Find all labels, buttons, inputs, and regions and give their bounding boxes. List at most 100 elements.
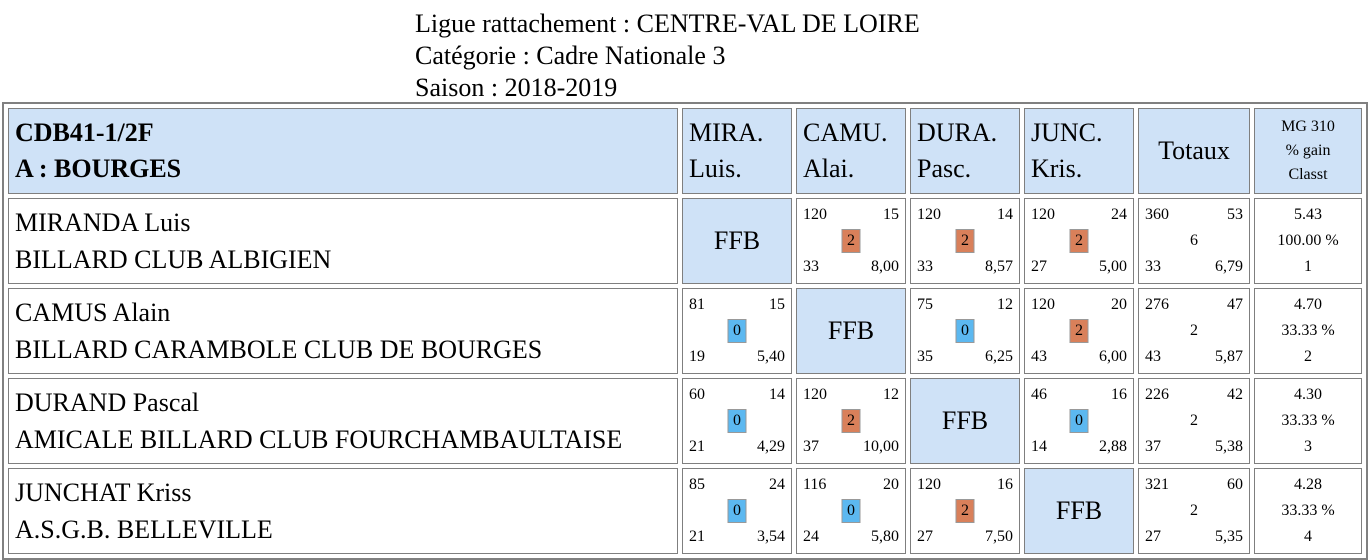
stats-cell: 4.28 33.33 % 4: [1254, 468, 1362, 554]
match-points-badge: 2: [1069, 229, 1089, 253]
player-cell: CAMUS Alain BILLARD CARAMBOLE CLUB DE BOU…: [8, 288, 678, 374]
mg-header: MG 310 % gain Classt: [1254, 108, 1362, 194]
match-points: 2: [955, 499, 975, 523]
result-box: 120 16 2 27 7,50: [911, 470, 1019, 552]
total-reprises: 27: [1145, 528, 1161, 545]
match-points-badge: 0: [955, 319, 975, 343]
total-serie: 53: [1227, 206, 1243, 223]
player-cell: JUNCHAT Kriss A.S.G.B. BELLEVILLE: [8, 468, 678, 554]
average-value: 5,00: [1099, 258, 1127, 275]
reprises-value: 19: [689, 348, 705, 365]
total-reprises: 37: [1145, 438, 1161, 455]
column-name: MIRA.: [689, 118, 764, 147]
player-row: JUNCHAT Kriss A.S.G.B. BELLEVILLE 85 24 0 21 3…: [8, 468, 1362, 554]
group-location: A : BOURGES: [15, 154, 182, 183]
result-cell: 120 12 2 37 10,00: [796, 378, 906, 464]
points-value: 60: [689, 386, 705, 403]
column-name: JUNC.: [1031, 118, 1103, 147]
serie-value: 12: [997, 296, 1013, 313]
result-box: 60 14 0 21 4,29: [683, 380, 791, 462]
total-serie: 42: [1227, 386, 1243, 403]
season-line: Saison : 2018-2019: [415, 73, 618, 102]
win-percentage: 33.33 %: [1281, 412, 1335, 429]
total-serie: 60: [1227, 476, 1243, 493]
ffb-cell: FFB: [1024, 468, 1134, 554]
average-value: 10,00: [863, 438, 899, 455]
totals-cell: 360 53 6 33 6,79: [1138, 198, 1250, 284]
totals-header: Totaux: [1138, 108, 1250, 194]
average-value: 3,54: [757, 528, 785, 545]
average-value: 7,50: [985, 528, 1013, 545]
stats-cell: 4.30 33.33 % 3: [1254, 378, 1362, 464]
result-cell: 46 16 0 14 2,88: [1024, 378, 1134, 464]
player-cell: MIRANDA Luis BILLARD CLUB ALBIGIEN: [8, 198, 678, 284]
general-average: 5.43: [1294, 206, 1322, 223]
header-row: CDB41-1/2F A : BOURGES MIRA. Luis. CAMU.…: [8, 108, 1362, 194]
total-points: 321: [1145, 476, 1169, 493]
serie-value: 12: [883, 386, 899, 403]
totals-box: 321 60 2 27 5,35: [1139, 470, 1249, 552]
match-points: 0: [841, 499, 861, 523]
total-points: 226: [1145, 386, 1169, 403]
column-header: MIRA. Luis.: [682, 108, 792, 194]
serie-value: 24: [769, 476, 785, 493]
result-cell: 75 12 0 35 6,25: [910, 288, 1020, 374]
average-value: 5,80: [871, 528, 899, 545]
player-cell: DURAND Pascal AMICALE BILLARD CLUB FOURCH…: [8, 378, 678, 464]
column-firstname: Alai.: [803, 154, 855, 183]
totals-cell: 276 47 2 43 5,87: [1138, 288, 1250, 374]
match-points: 2: [1069, 319, 1089, 343]
group-header: CDB41-1/2F A : BOURGES: [8, 108, 678, 194]
reprises-value: 27: [1031, 258, 1047, 275]
column-name: CAMU.: [803, 118, 888, 147]
match-points: 0: [727, 319, 747, 343]
reprises-value: 21: [689, 528, 705, 545]
serie-value: 15: [769, 296, 785, 313]
reprises-value: 37: [803, 438, 819, 455]
player-row: MIRANDA Luis BILLARD CLUB ALBIGIEN FFB 120 1…: [8, 198, 1362, 284]
ranking: 3: [1304, 438, 1312, 455]
serie-value: 20: [883, 476, 899, 493]
match-points-badge: 0: [727, 409, 747, 433]
result-box: 120 24 2 27 5,00: [1025, 200, 1133, 282]
points-value: 81: [689, 296, 705, 313]
reprises-value: 33: [917, 258, 933, 275]
player-club: BILLARD CLUB ALBIGIEN: [15, 245, 332, 274]
player-name: MIRANDA Luis: [15, 208, 191, 237]
column-firstname: Luis.: [689, 154, 742, 183]
total-average: 6,79: [1215, 258, 1243, 275]
result-cell: 120 14 2 33 8,57: [910, 198, 1020, 284]
general-average: 4.70: [1294, 296, 1322, 313]
total-match-points: 6: [1190, 232, 1198, 249]
player-name: JUNCHAT Kriss: [15, 478, 192, 507]
column-header: CAMU. Alai.: [796, 108, 906, 194]
match-points-badge: 2: [1069, 319, 1089, 343]
mg-label: MG 310: [1281, 118, 1335, 135]
win-percentage: 33.33 %: [1281, 322, 1335, 339]
result-cell: 120 24 2 27 5,00: [1024, 198, 1134, 284]
serie-value: 24: [1111, 206, 1127, 223]
result-cell: 85 24 0 21 3,54: [682, 468, 792, 554]
group-code: CDB41-1/2F: [15, 118, 154, 147]
result-cell: 120 15 2 33 8,00: [796, 198, 906, 284]
result-box: 120 12 2 37 10,00: [797, 380, 905, 462]
result-box: 46 16 0 14 2,88: [1025, 380, 1133, 462]
average-value: 5,40: [757, 348, 785, 365]
serie-value: 16: [997, 476, 1013, 493]
result-box: 120 20 2 43 6,00: [1025, 290, 1133, 372]
match-points-badge: 0: [1069, 409, 1089, 433]
match-points: 2: [841, 229, 861, 253]
match-points: 0: [1069, 409, 1089, 433]
stats-cell: 4.70 33.33 % 2: [1254, 288, 1362, 374]
match-points-badge: 2: [841, 409, 861, 433]
match-points: 2: [955, 229, 975, 253]
pct-label: % gain: [1285, 142, 1331, 159]
player-name: CAMUS Alain: [15, 298, 171, 327]
points-value: 120: [917, 206, 941, 223]
reprises-value: 43: [1031, 348, 1047, 365]
competition-header: Ligue rattachement : CENTRE-VAL DE LOIRE…: [415, 8, 920, 104]
match-points-badge: 2: [841, 229, 861, 253]
player-row: CAMUS Alain BILLARD CARAMBOLE CLUB DE BOU…: [8, 288, 1362, 374]
result-cell: 120 16 2 27 7,50: [910, 468, 1020, 554]
ffb-cell: FFB: [682, 198, 792, 284]
